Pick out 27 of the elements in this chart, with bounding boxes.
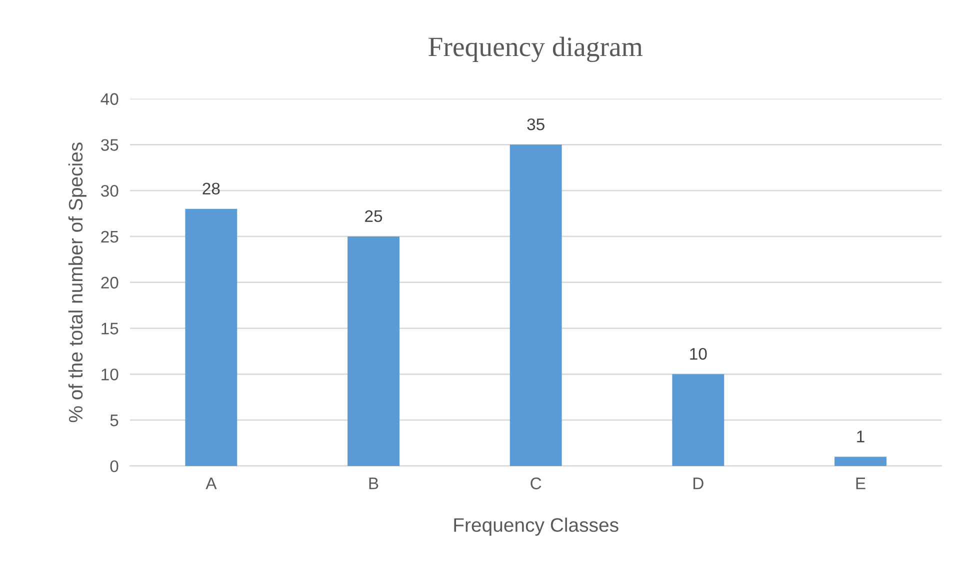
y-tick-label: 5 (110, 414, 118, 426)
y-tick-label: 0 (110, 460, 118, 472)
bar (348, 236, 400, 466)
y-tick-label: 40 (100, 93, 118, 105)
bar (672, 374, 724, 466)
y-tick-label: 25 (101, 230, 118, 243)
x-tick-label: B (369, 478, 378, 490)
y-tick-label: 35 (101, 139, 118, 151)
y-tick-label: 10 (102, 368, 118, 380)
bar (834, 456, 886, 466)
x-tick-label: C (530, 478, 542, 490)
data-label: 10 (690, 348, 707, 360)
bar (510, 144, 562, 466)
data-label: 35 (527, 118, 544, 130)
x-tick-label: E (856, 478, 866, 490)
y-axis-title: % of the total number of Species (68, 142, 86, 422)
y-tick-label: 30 (101, 184, 118, 197)
data-label: 25 (365, 210, 382, 222)
bar (185, 208, 238, 466)
y-tick-label: 15 (102, 322, 118, 334)
y-tick-label: 20 (101, 276, 118, 289)
x-tick-label: D (694, 478, 704, 490)
x-tick-label: A (206, 478, 217, 490)
chart-title: Frequency diagram (428, 36, 643, 62)
data-label: 1 (857, 430, 864, 442)
data-label: 28 (202, 182, 220, 195)
x-axis-title: Frequency Classes (454, 518, 618, 536)
